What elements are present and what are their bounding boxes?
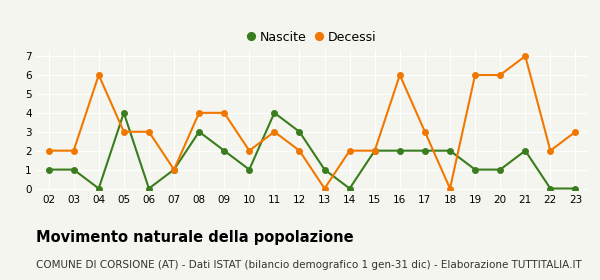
Nascite	[221, 149, 228, 152]
Nascite	[371, 149, 379, 152]
Nascite	[271, 111, 278, 115]
Nascite	[472, 168, 479, 171]
Nascite	[45, 168, 52, 171]
Decessi	[321, 187, 328, 190]
Decessi	[170, 168, 178, 171]
Nascite	[521, 149, 529, 152]
Decessi	[446, 187, 454, 190]
Decessi	[472, 73, 479, 77]
Nascite	[321, 168, 328, 171]
Nascite	[572, 187, 579, 190]
Nascite	[70, 168, 77, 171]
Nascite	[421, 149, 428, 152]
Decessi	[371, 149, 379, 152]
Decessi	[95, 73, 103, 77]
Nascite	[95, 187, 103, 190]
Decessi	[70, 149, 77, 152]
Nascite	[446, 149, 454, 152]
Nascite	[196, 130, 203, 134]
Legend: Nascite, Decessi: Nascite, Decessi	[243, 26, 381, 49]
Nascite	[296, 130, 303, 134]
Nascite	[497, 168, 504, 171]
Nascite	[346, 187, 353, 190]
Decessi	[296, 149, 303, 152]
Line: Nascite: Nascite	[46, 110, 578, 191]
Nascite	[245, 168, 253, 171]
Decessi	[221, 111, 228, 115]
Decessi	[497, 73, 504, 77]
Decessi	[196, 111, 203, 115]
Decessi	[245, 149, 253, 152]
Nascite	[396, 149, 403, 152]
Text: Movimento naturale della popolazione: Movimento naturale della popolazione	[36, 230, 353, 245]
Decessi	[145, 130, 152, 134]
Decessi	[521, 54, 529, 58]
Nascite	[145, 187, 152, 190]
Decessi	[572, 130, 579, 134]
Line: Decessi: Decessi	[46, 53, 578, 191]
Nascite	[170, 168, 178, 171]
Text: COMUNE DI CORSIONE (AT) - Dati ISTAT (bilancio demografico 1 gen-31 dic) - Elabo: COMUNE DI CORSIONE (AT) - Dati ISTAT (bi…	[36, 260, 582, 270]
Nascite	[547, 187, 554, 190]
Decessi	[421, 130, 428, 134]
Decessi	[396, 73, 403, 77]
Decessi	[45, 149, 52, 152]
Decessi	[271, 130, 278, 134]
Decessi	[120, 130, 127, 134]
Decessi	[346, 149, 353, 152]
Nascite	[120, 111, 127, 115]
Decessi	[547, 149, 554, 152]
